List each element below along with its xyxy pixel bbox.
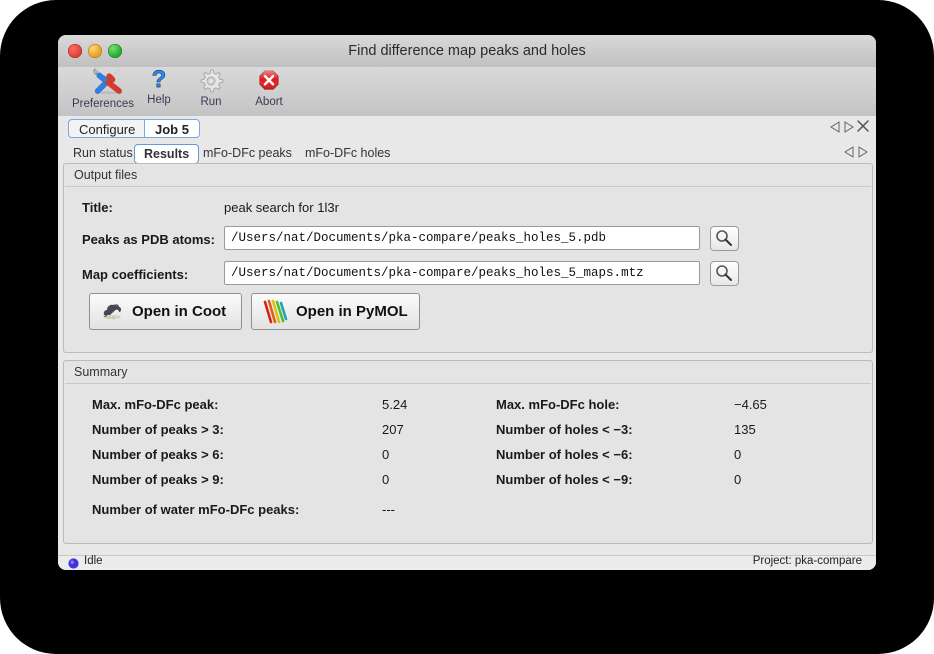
svg-text:?: ? — [152, 68, 167, 92]
